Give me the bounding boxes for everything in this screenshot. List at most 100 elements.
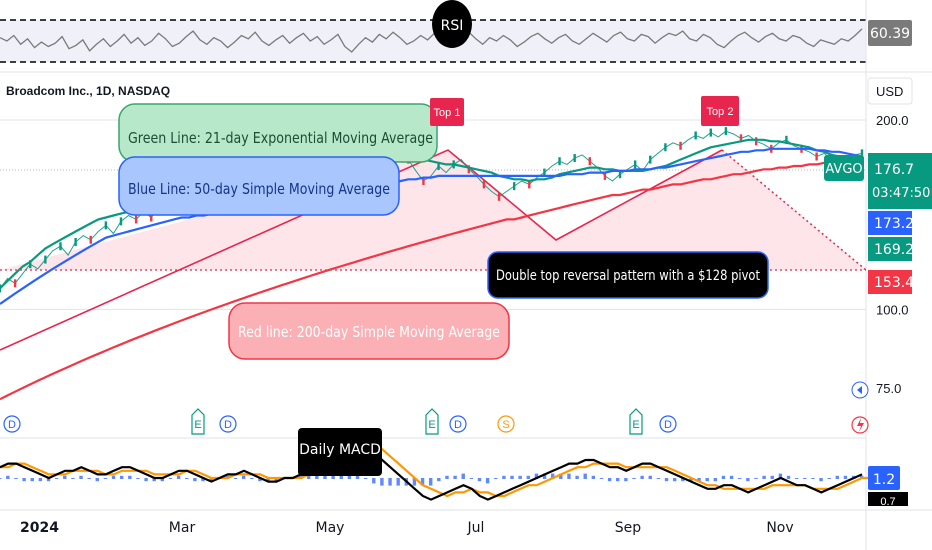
- macd-value-tag: [868, 466, 900, 490]
- candle: [497, 192, 501, 201]
- macd-histogram-bar: [22, 478, 26, 482]
- event-marker-dividend[interactable]: D: [659, 415, 677, 433]
- macd-histogram-bar: [46, 478, 51, 482]
- event-marker-dividend[interactable]: D: [449, 415, 467, 433]
- event-marker-split[interactable]: S: [497, 415, 515, 433]
- macd-signal-line: [0, 444, 871, 498]
- macd-histogram-bar: [412, 478, 417, 486]
- macd-histogram-bar: [128, 475, 132, 479]
- macd-histogram-bar: [388, 478, 392, 486]
- macd-histogram-bar: [315, 475, 319, 479]
- blue-note-callout: Blue Line: 50-day Simple Moving Average: [118, 156, 400, 216]
- candle: [754, 137, 758, 146]
- candle: [603, 171, 607, 180]
- macd-histogram-bar: [591, 475, 596, 479]
- candle: [649, 155, 652, 164]
- macd-value2-tag: [868, 492, 908, 506]
- candle: [709, 128, 712, 137]
- candle: [815, 152, 818, 161]
- candle: [543, 168, 546, 177]
- time-axis-label: Mar: [169, 520, 196, 536]
- chevron-left-icon[interactable]: [857, 386, 862, 394]
- macd-histogram-bar: [664, 478, 669, 482]
- macd-histogram-bar: [559, 473, 563, 479]
- macd-histogram-bar: [429, 478, 433, 486]
- macd-histogram-bar: [786, 475, 791, 479]
- macd-histogram-bar: [445, 475, 449, 479]
- sma200-price-tag-value: 153.4: [874, 275, 914, 291]
- event-glyph: E: [194, 419, 201, 431]
- macd-histogram-bar: [526, 475, 530, 479]
- symbol-title[interactable]: Broadcom Inc., 1D, NASDAQ: [6, 84, 170, 98]
- macd-histogram-bar: [168, 478, 173, 479]
- price-tick-label: 75.0: [876, 381, 901, 396]
- macd-histogram-bar: [672, 478, 677, 482]
- event-marker-dividend[interactable]: D: [219, 415, 237, 433]
- top2-label: Top 2: [701, 96, 739, 126]
- macd-histogram-bar: [339, 473, 343, 479]
- macd-histogram-bar: [95, 478, 99, 482]
- candle: [724, 127, 728, 136]
- top2-text: Top 2: [707, 106, 734, 118]
- macd-histogram-bar: [697, 478, 701, 482]
- candle: [633, 160, 637, 169]
- candle: [134, 215, 138, 224]
- macd-pane: [0, 440, 871, 501]
- candle: [467, 165, 471, 174]
- macd-histogram-bar: [583, 473, 587, 479]
- macd-histogram-bar: [372, 478, 376, 484]
- event-glyph: D: [454, 419, 462, 431]
- candle: [679, 141, 682, 150]
- time-axis-label: Sep: [615, 520, 642, 536]
- time-axis-label: Jul: [467, 520, 485, 536]
- time-axis-label: Nov: [766, 520, 793, 536]
- avgo-symbol-tag: [824, 155, 864, 181]
- event-marker-earnings[interactable]: E: [629, 408, 643, 435]
- candle: [437, 162, 440, 171]
- macd-histogram-bar: [762, 475, 766, 479]
- candle: [588, 157, 591, 166]
- blue-note-text: Blue Line: 50-day Simple Moving Average: [128, 180, 390, 198]
- macd-histogram-bar: [721, 475, 726, 479]
- macd-histogram-bar: [152, 478, 156, 482]
- candle: [59, 242, 62, 251]
- sma50-price-tag: [868, 211, 912, 235]
- macd-histogram-bar: [689, 478, 693, 482]
- price-tags: AVGO 176.7 03:47:50 173.2 169.2 153.4: [824, 153, 932, 294]
- macd-histogram-bar: [79, 475, 83, 479]
- macd-histogram-bar: [160, 478, 165, 482]
- candle: [785, 135, 788, 144]
- time-axis-label: 2024: [20, 520, 59, 536]
- macd-histogram-bar: [144, 478, 148, 482]
- macd-histogram-bar: [502, 475, 506, 479]
- price-tick-label: 200.0: [876, 113, 909, 128]
- event-glyph: D: [664, 419, 672, 431]
- pattern-note-text: Double top reversal pattern with a $128 …: [496, 268, 760, 284]
- macd-histogram-bar: [485, 478, 490, 484]
- red-note-callout: Red line: 200-day Simple Moving Average: [228, 302, 510, 360]
- macd-histogram-bar: [494, 478, 498, 479]
- event-marker-earnings[interactable]: E: [191, 408, 205, 435]
- macd-histogram-bar: [616, 478, 620, 482]
- green-note-text: Green Line: 21-day Exponential Moving Av…: [128, 129, 433, 147]
- candle: [74, 237, 77, 246]
- macd-histogram-bar: [193, 478, 197, 482]
- time-axis: 2024 Mar May Jul Sep Nov: [20, 520, 794, 536]
- macd-histogram-bar: [103, 478, 108, 479]
- rsi-label: RSI: [441, 18, 464, 34]
- currency-button[interactable]: [867, 77, 913, 105]
- ema21-price-tag-value: 169.2: [874, 242, 914, 258]
- macd-histogram-bar: [819, 478, 823, 482]
- macd-histogram-bar: [542, 473, 547, 479]
- projection-line: [721, 149, 867, 271]
- macd-histogram-bar: [241, 475, 246, 479]
- scroll-left-control[interactable]: [851, 381, 869, 399]
- macd-histogram-bar: [632, 478, 636, 479]
- event-marker-dividend[interactable]: D: [3, 415, 21, 433]
- macd-histogram-bar: [640, 475, 644, 479]
- macd-histogram-bar: [705, 478, 709, 482]
- macd-histogram-bar: [811, 478, 815, 479]
- macd-histogram-bar: [6, 475, 10, 479]
- event-marker-earnings[interactable]: E: [425, 408, 439, 435]
